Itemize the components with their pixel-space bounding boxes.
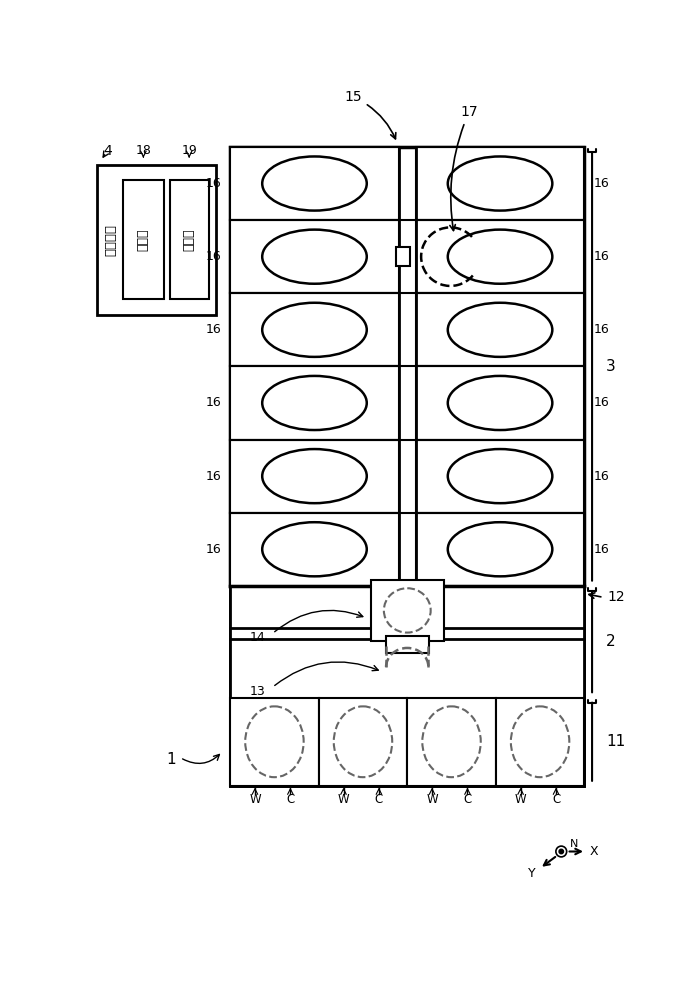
Ellipse shape [245, 706, 303, 777]
Text: W: W [427, 793, 438, 806]
Text: 16: 16 [205, 543, 221, 556]
Text: 16: 16 [594, 177, 610, 190]
Text: 控制部: 控制部 [137, 228, 150, 251]
Bar [230, 440, 399, 513]
Bar [230, 147, 584, 786]
Text: X: X [590, 845, 598, 858]
Text: C: C [375, 793, 383, 806]
Text: 17: 17 [450, 105, 477, 231]
Ellipse shape [511, 706, 569, 777]
Text: 13: 13 [249, 685, 265, 698]
Ellipse shape [262, 449, 367, 503]
Ellipse shape [559, 850, 563, 853]
Ellipse shape [448, 376, 552, 430]
Bar [407, 698, 496, 786]
Bar [416, 147, 584, 220]
Ellipse shape [448, 449, 552, 503]
Text: 控制装置: 控制装置 [105, 224, 118, 256]
Text: 19: 19 [182, 144, 197, 157]
Bar [230, 147, 399, 220]
Text: 16: 16 [205, 323, 221, 336]
Ellipse shape [422, 706, 481, 777]
Ellipse shape [384, 588, 431, 633]
Bar [416, 220, 584, 293]
Bar [396, 247, 410, 266]
Text: 16: 16 [205, 177, 221, 190]
Bar [371, 580, 444, 641]
Ellipse shape [448, 156, 552, 211]
Bar [416, 293, 584, 366]
Bar [170, 180, 208, 299]
Ellipse shape [448, 230, 552, 284]
Ellipse shape [448, 303, 552, 357]
Ellipse shape [262, 376, 367, 430]
Bar [230, 698, 584, 786]
Text: 存储部: 存储部 [183, 228, 195, 251]
Text: 16: 16 [594, 396, 610, 409]
Text: 1: 1 [166, 752, 175, 767]
Text: 2: 2 [606, 634, 616, 649]
Text: C: C [552, 793, 560, 806]
Text: N: N [570, 839, 578, 849]
Text: W: W [249, 793, 261, 806]
Bar [416, 440, 584, 513]
Text: 11: 11 [606, 734, 625, 749]
Text: 16: 16 [594, 470, 610, 483]
Ellipse shape [262, 522, 367, 576]
Text: 12: 12 [608, 590, 625, 604]
Ellipse shape [262, 303, 367, 357]
Text: C: C [463, 793, 471, 806]
Text: C: C [286, 793, 294, 806]
Bar [386, 636, 429, 653]
Bar [230, 513, 399, 586]
Text: W: W [515, 793, 526, 806]
Bar [416, 366, 584, 440]
Ellipse shape [262, 156, 367, 211]
Text: 16: 16 [594, 323, 610, 336]
Text: 16: 16 [594, 250, 610, 263]
Bar [319, 698, 407, 786]
Bar [230, 586, 584, 698]
Text: 16: 16 [594, 543, 610, 556]
Bar [230, 220, 399, 293]
Bar [496, 698, 584, 786]
Text: 16: 16 [205, 250, 221, 263]
Text: 16: 16 [205, 396, 221, 409]
Text: W: W [338, 793, 350, 806]
Bar [230, 293, 399, 366]
Ellipse shape [262, 230, 367, 284]
Text: 4: 4 [103, 144, 112, 158]
Bar [416, 513, 584, 586]
Bar [123, 180, 164, 299]
Text: 16: 16 [205, 470, 221, 483]
Ellipse shape [448, 522, 552, 576]
Text: 15: 15 [345, 90, 396, 139]
Bar [230, 147, 584, 586]
Text: 18: 18 [136, 144, 151, 157]
Ellipse shape [334, 706, 392, 777]
Bar [230, 366, 399, 440]
Text: 14: 14 [249, 631, 265, 644]
Bar [97, 165, 216, 315]
Bar [230, 698, 319, 786]
Text: Y: Y [528, 867, 536, 880]
Text: 3: 3 [606, 359, 616, 374]
